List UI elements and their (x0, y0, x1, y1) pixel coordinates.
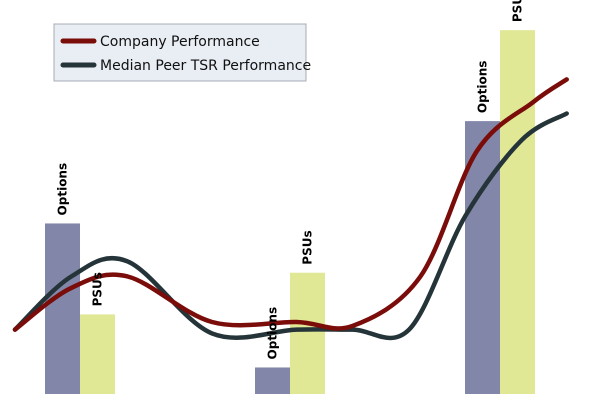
bar-label-options-group-1: Options (56, 163, 70, 216)
bars-layer (45, 30, 535, 395)
bar-label-psus-group-3: PSUs (511, 0, 525, 22)
bar-label-options-group-2: Options (266, 307, 280, 360)
bar-labels-layer: Options PSUs Options PSUs Options PSUs (56, 0, 525, 359)
bar-options-group-1 (45, 223, 80, 394)
line-company-performance (12, 77, 569, 332)
bar-label-options-group-3: Options (476, 61, 490, 114)
legend: Company Performance Median Peer TSR Perf… (53, 23, 311, 82)
bar-label-psus-group-2: PSUs (301, 230, 315, 264)
lines-layer (12, 77, 569, 341)
bar-psus-group-1 (80, 314, 115, 394)
bar-psus-group-2 (290, 272, 325, 394)
legend-box (53, 23, 307, 82)
legend-label-company-performance: Company Performance (100, 34, 260, 50)
legend-label-median-peer-tsr: Median Peer TSR Performance (100, 58, 311, 74)
bar-label-psus-group-1: PSUs (91, 272, 105, 306)
bar-psus-group-3 (500, 30, 535, 394)
bar-options-group-2 (255, 367, 290, 394)
